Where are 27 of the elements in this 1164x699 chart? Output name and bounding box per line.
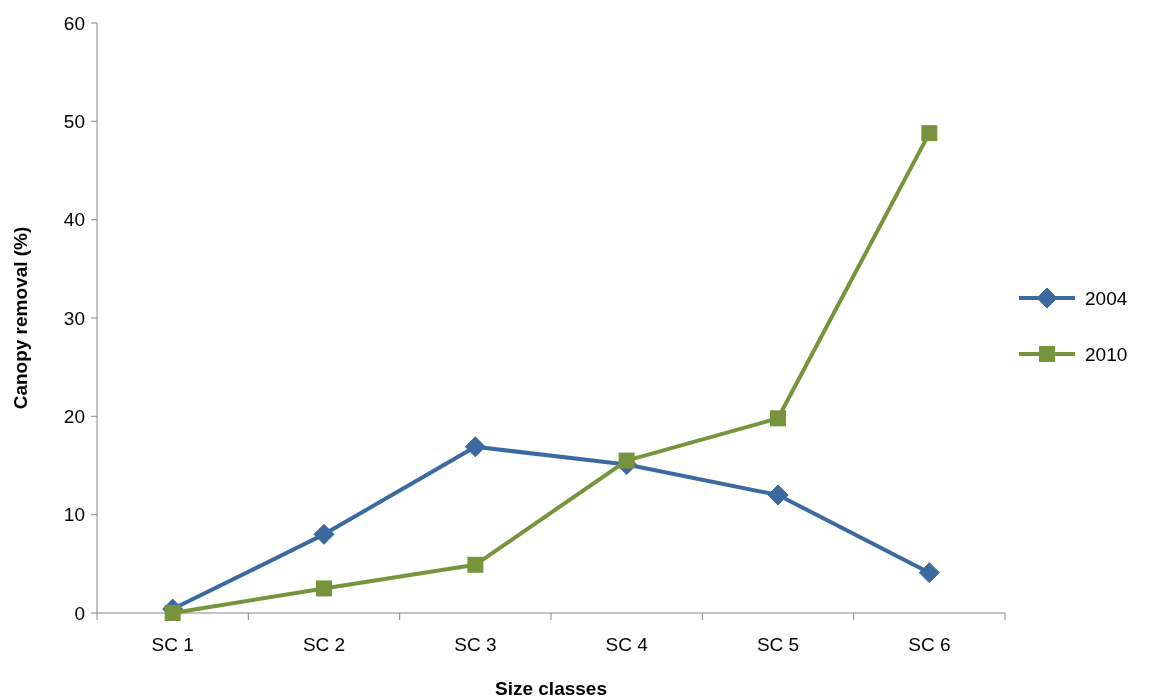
x-tick-label: SC 1	[151, 634, 194, 655]
point	[467, 556, 484, 573]
x-tick-label: SC 2	[302, 634, 346, 655]
legend-label: 2010	[1085, 343, 1128, 365]
y-axis-title: Canopy removal (%)	[10, 226, 31, 410]
point	[918, 562, 940, 584]
y-tick-label: 50	[63, 110, 85, 132]
point	[767, 484, 789, 506]
point	[464, 436, 486, 458]
y-tick-label: 10	[63, 504, 85, 526]
point	[313, 523, 335, 545]
point	[316, 580, 332, 597]
point	[164, 605, 181, 621]
legend-label: 2004	[1085, 287, 1128, 309]
x-tick-label: SC 4	[605, 634, 649, 655]
point	[770, 410, 786, 427]
y-tick-label: 60	[63, 12, 85, 34]
x-tick-label: SC 3	[454, 634, 497, 655]
y-tick-label: 40	[63, 209, 85, 231]
x-tick-label: SC 5	[756, 634, 800, 655]
x-tick-label: SC 6	[908, 634, 951, 655]
point	[618, 452, 635, 469]
x-axis-title: Size classes	[495, 678, 607, 699]
y-tick-label: 0	[74, 602, 85, 624]
y-tick-label: 30	[63, 307, 85, 329]
y-tick-label: 20	[63, 405, 85, 427]
point	[921, 125, 938, 142]
